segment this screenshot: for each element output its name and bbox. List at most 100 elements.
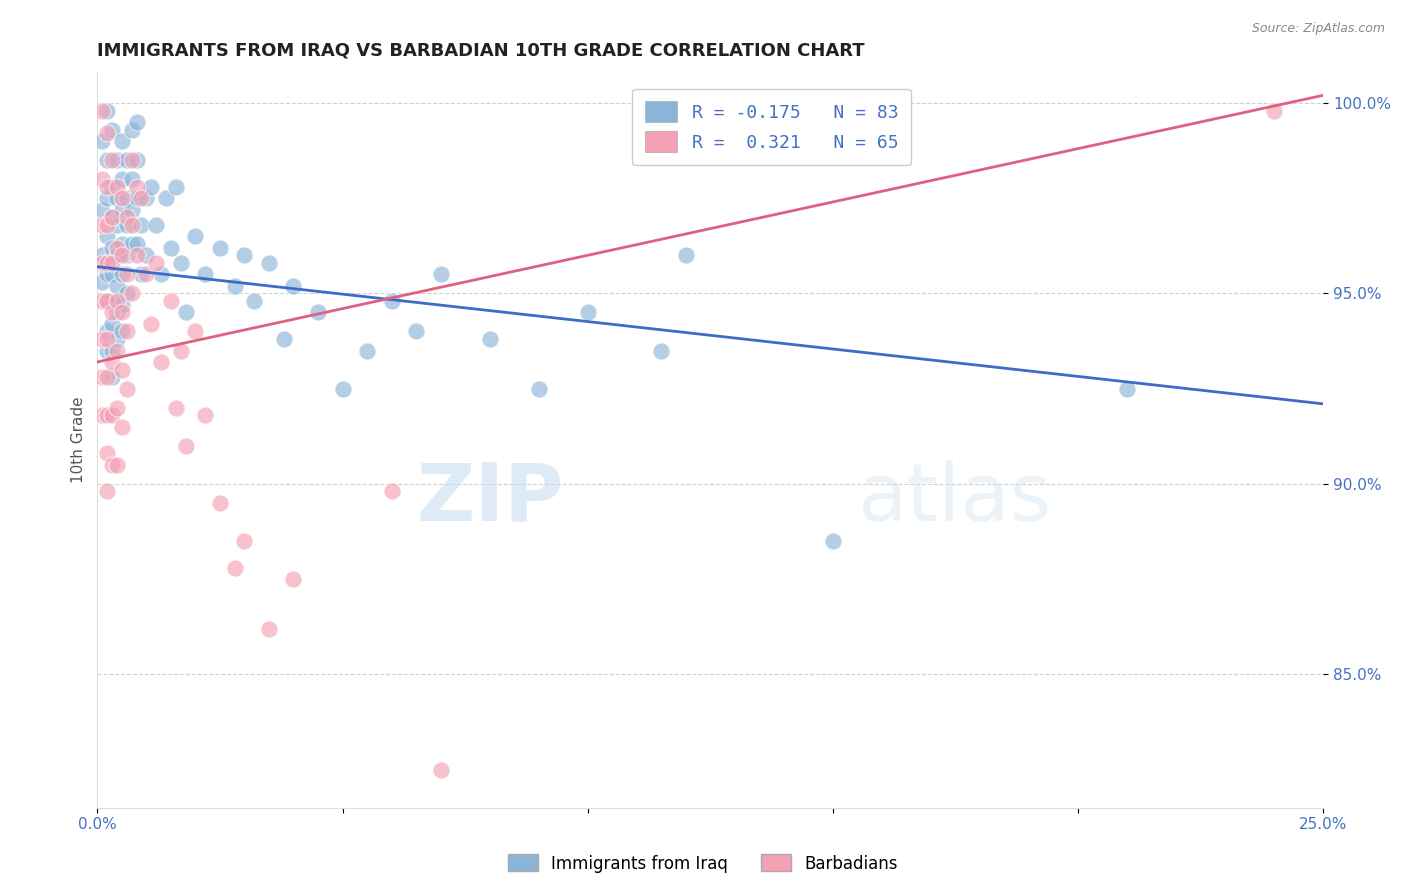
Point (115, 248, 138, 262)
Point (135, 248, 157, 262)
Point (91, 275, 114, 289)
Point (478, 332, 501, 346)
Point (101, 153, 124, 167)
Point (91, 202, 114, 217)
Point (121, 286, 143, 301)
Point (111, 248, 134, 262)
Point (101, 355, 124, 369)
Point (111, 362, 134, 376)
Point (96, 332, 118, 346)
Point (135, 191, 157, 205)
Point (650, 343, 672, 358)
Point (1116, 382, 1139, 396)
Point (821, 534, 844, 549)
Point (96, 179, 118, 194)
Point (145, 256, 167, 270)
Point (111, 325, 134, 339)
Y-axis label: 10th Grade: 10th Grade (72, 397, 86, 483)
Point (91, 248, 114, 262)
Point (174, 305, 197, 319)
Point (429, 763, 451, 777)
Point (96, 218, 118, 232)
Point (105, 305, 128, 319)
Point (105, 241, 128, 255)
Point (121, 202, 143, 217)
Point (194, 409, 217, 423)
Point (131, 268, 153, 282)
Point (96, 127, 118, 141)
Point (91, 103, 114, 118)
Point (111, 236, 134, 251)
Point (105, 458, 128, 472)
Point (111, 298, 134, 312)
Text: ZIP: ZIP (416, 460, 564, 538)
Point (184, 229, 207, 244)
Point (101, 343, 124, 358)
Point (96, 268, 118, 282)
Point (105, 332, 128, 346)
Point (105, 218, 128, 232)
Point (111, 134, 134, 148)
Point (131, 191, 153, 205)
Point (101, 370, 124, 384)
Point (150, 268, 173, 282)
Point (160, 241, 183, 255)
Point (243, 293, 266, 308)
Point (96, 293, 118, 308)
Point (381, 484, 404, 499)
Point (91, 218, 114, 232)
Point (125, 191, 148, 205)
Point (91, 332, 114, 346)
Point (121, 172, 143, 186)
Legend: R = -0.175   N = 83, R =  0.321   N = 65: R = -0.175 N = 83, R = 0.321 N = 65 (633, 89, 911, 165)
Point (184, 325, 207, 339)
Point (121, 122, 143, 136)
Point (111, 305, 134, 319)
Point (111, 268, 134, 282)
Point (101, 409, 124, 423)
Point (194, 268, 217, 282)
Point (91, 409, 114, 423)
Point (125, 153, 148, 167)
Point (125, 248, 148, 262)
Point (96, 370, 118, 384)
Point (101, 179, 124, 194)
Point (96, 256, 118, 270)
Point (101, 122, 124, 136)
Point (405, 325, 427, 339)
Point (105, 343, 128, 358)
Point (145, 218, 167, 232)
Point (111, 419, 134, 434)
Point (91, 256, 114, 270)
Point (224, 560, 246, 574)
Point (675, 248, 697, 262)
Point (111, 191, 134, 205)
Point (121, 236, 143, 251)
Point (105, 401, 128, 415)
Point (273, 332, 295, 346)
Point (96, 191, 118, 205)
Point (105, 191, 128, 205)
Point (332, 382, 354, 396)
Point (105, 153, 128, 167)
Legend: Immigrants from Iraq, Barbadians: Immigrants from Iraq, Barbadians (501, 847, 905, 880)
Point (121, 153, 143, 167)
Point (96, 484, 118, 499)
Point (96, 325, 118, 339)
Point (91, 293, 114, 308)
Point (125, 179, 148, 194)
Point (381, 293, 404, 308)
Point (91, 172, 114, 186)
Point (115, 382, 138, 396)
Point (429, 268, 451, 282)
Point (101, 458, 124, 472)
Point (115, 286, 138, 301)
Text: Source: ZipAtlas.com: Source: ZipAtlas.com (1251, 22, 1385, 36)
Point (135, 268, 157, 282)
Point (307, 305, 329, 319)
Point (96, 229, 118, 244)
Point (224, 278, 246, 293)
Point (101, 210, 124, 224)
Point (141, 317, 163, 331)
Point (111, 172, 134, 186)
